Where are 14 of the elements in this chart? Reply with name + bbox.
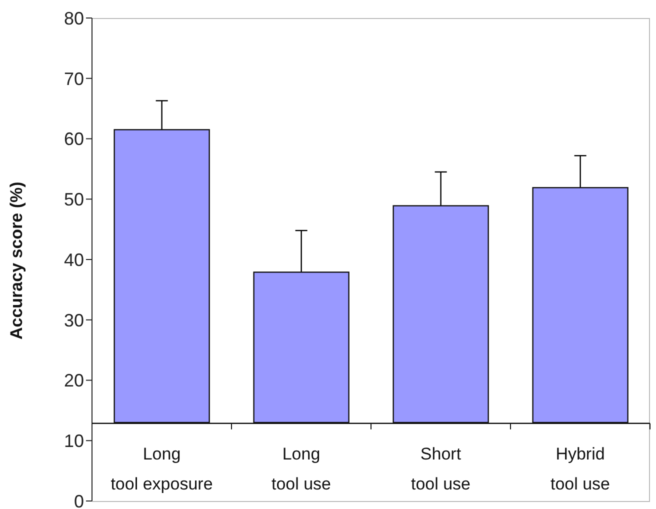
x-tick-label: Long tool exposure bbox=[110, 444, 213, 494]
x-tick-label: Hybrid tool use bbox=[550, 444, 610, 494]
y-tick-label: 40 bbox=[64, 250, 84, 270]
y-tick-label: 10 bbox=[64, 431, 84, 452]
y-tick-label: 20 bbox=[64, 370, 84, 391]
y-tick-label: 80 bbox=[64, 8, 84, 28]
x-tick-label: Long tool use bbox=[271, 444, 332, 494]
y-tick-label: 50 bbox=[64, 190, 84, 210]
y-tick-label: 60 bbox=[64, 129, 84, 150]
y-tick-label: 30 bbox=[64, 310, 84, 330]
y-axis-title: Accuracy score (%) bbox=[7, 182, 26, 340]
x-tick-label: Short tool use bbox=[410, 444, 471, 494]
y-tick-label: 70 bbox=[64, 68, 84, 89]
y-tick-label: 0 bbox=[74, 491, 84, 509]
